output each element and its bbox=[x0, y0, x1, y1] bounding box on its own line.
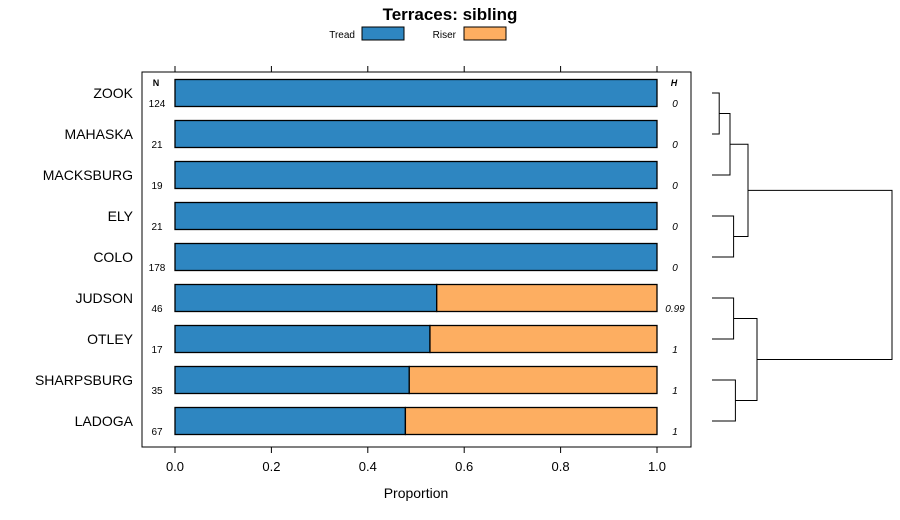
category-label: ZOOK bbox=[93, 85, 133, 101]
x-tick-label: 1.0 bbox=[648, 459, 666, 474]
dendrogram-branch bbox=[712, 379, 736, 422]
n-label: 21 bbox=[151, 140, 163, 151]
dendrogram-branch bbox=[712, 215, 735, 258]
n-label: 19 bbox=[151, 181, 163, 192]
category-label: MACKSBURG bbox=[43, 167, 133, 183]
h-label: 0 bbox=[672, 181, 678, 192]
legend-swatch bbox=[361, 26, 405, 41]
bar-segment bbox=[174, 324, 431, 354]
dendrogram-branch bbox=[730, 143, 749, 237]
dendrogram-branch bbox=[733, 318, 758, 401]
n-label: 67 bbox=[151, 427, 163, 438]
chart-title: Terraces: sibling bbox=[383, 5, 518, 24]
n-column-header: N bbox=[153, 78, 160, 88]
category-label: MAHASKA bbox=[65, 126, 134, 142]
x-axis-title: Proportion bbox=[384, 485, 449, 501]
n-label: 124 bbox=[149, 99, 166, 110]
x-tick-label: 0.4 bbox=[359, 459, 377, 474]
n-label: 35 bbox=[151, 386, 163, 397]
bar-segment bbox=[404, 406, 658, 436]
x-axis: 0.0 0.2 0.4 0.6 0.8 1.0 bbox=[166, 66, 666, 474]
category-label: ELY bbox=[108, 208, 134, 224]
bar-segment bbox=[174, 119, 658, 149]
legend-swatch bbox=[463, 26, 507, 41]
n-label: 17 bbox=[151, 345, 163, 356]
h-labels: 0 0 0 0 0 0.99 1 1 1 bbox=[665, 99, 685, 438]
category-labels: ZOOK MAHASKA MACKSBURG ELY COLO JUDSON OTLEY SH… bbox=[35, 85, 134, 429]
h-label: 0.99 bbox=[665, 304, 685, 315]
h-label: 0 bbox=[672, 140, 678, 151]
bar-segment bbox=[174, 406, 407, 436]
n-labels: 124 21 19 21 178 46 17 35 67 bbox=[149, 99, 166, 438]
category-label: LADOGA bbox=[75, 413, 134, 429]
n-label: 21 bbox=[151, 222, 163, 233]
dendrogram-branch bbox=[712, 92, 720, 135]
bars bbox=[174, 78, 658, 436]
n-label: 178 bbox=[149, 263, 166, 274]
bar-segment bbox=[174, 365, 410, 395]
h-column-header: H bbox=[671, 78, 678, 88]
x-tick-label: 0.6 bbox=[455, 459, 473, 474]
h-label: 1 bbox=[672, 427, 678, 438]
category-label: JUDSON bbox=[75, 290, 133, 306]
plot-frame bbox=[141, 71, 692, 448]
category-label: COLO bbox=[93, 249, 133, 265]
bar-segment bbox=[174, 283, 438, 313]
n-label: 46 bbox=[151, 304, 163, 315]
bar-segment bbox=[408, 365, 658, 395]
dendrogram-branch bbox=[748, 189, 893, 360]
dendrogram bbox=[712, 92, 893, 422]
legend-label: Tread bbox=[329, 30, 355, 41]
x-tick-label: 0.0 bbox=[166, 459, 184, 474]
dendrogram-branch bbox=[712, 297, 735, 340]
h-label: 1 bbox=[672, 386, 678, 397]
category-label: SHARPSBURG bbox=[35, 372, 133, 388]
h-label: 0 bbox=[672, 99, 678, 110]
dendrogram-branch bbox=[712, 113, 731, 176]
bar-segment bbox=[174, 160, 658, 190]
bar-segment bbox=[429, 324, 658, 354]
x-tick-label: 0.8 bbox=[552, 459, 570, 474]
category-label: OTLEY bbox=[87, 331, 134, 347]
bar-segment bbox=[436, 283, 658, 313]
legend-label: Riser bbox=[433, 30, 457, 41]
x-tick-label: 0.2 bbox=[262, 459, 280, 474]
h-label: 1 bbox=[672, 345, 678, 356]
h-label: 0 bbox=[672, 222, 678, 233]
bar-segment bbox=[174, 78, 658, 108]
bar-segment bbox=[174, 201, 658, 231]
legend: Tread Riser bbox=[329, 26, 507, 41]
bar-segment bbox=[174, 242, 658, 272]
h-label: 0 bbox=[672, 263, 678, 274]
